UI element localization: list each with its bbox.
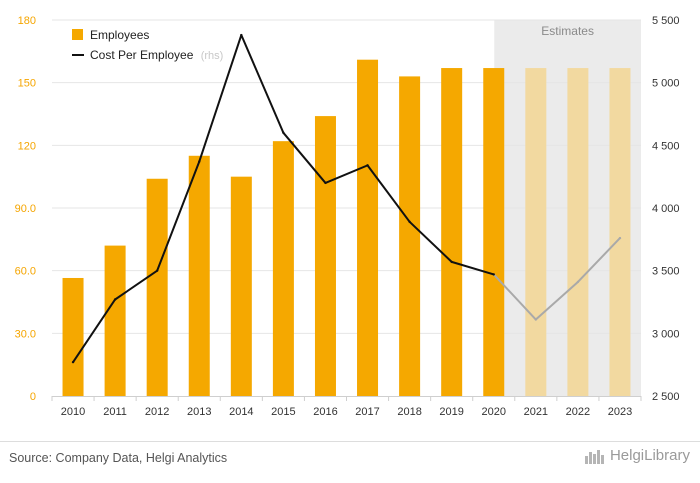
bar-employees-2010 — [62, 277, 84, 396]
legend-cost-note: (rhs) — [201, 50, 224, 62]
left-tick-label: 0 — [30, 391, 36, 403]
left-tick-label: 120 — [18, 140, 36, 152]
legend: Employees Cost Per Employee (rhs) — [72, 28, 223, 62]
right-tick-label: 5 000 — [652, 78, 680, 90]
legend-employees-swatch — [72, 29, 83, 40]
estimates-label: Estimates — [541, 24, 594, 38]
bar-employees-2014 — [230, 176, 252, 396]
bar-employees-2017 — [357, 59, 379, 396]
x-tick-label-2019: 2019 — [439, 406, 463, 418]
point-cost-2023 — [618, 236, 622, 240]
bar-employees-2018 — [399, 76, 421, 397]
brand-name: HelgiLibrary — [609, 447, 690, 464]
right-tick-label: 2 500 — [652, 391, 680, 403]
point-cost-2012 — [155, 269, 159, 272]
bar-employees-2022 — [567, 68, 589, 397]
line-cost-estimates — [493, 237, 621, 321]
point-cost-2021 — [534, 318, 538, 321]
legend-employees-label: Employees — [90, 28, 149, 42]
x-tick-label-2022: 2022 — [566, 406, 590, 418]
cost-per-employee-line — [71, 33, 622, 364]
bar-employees-2021 — [525, 68, 547, 397]
x-axis: 2010 2011 2012 2013 2014 2015 2016 2017 2018 2019… — [51, 396, 642, 418]
bar-employees-2013 — [188, 155, 210, 396]
right-tick-label: 4 500 — [652, 140, 680, 152]
bar-employees-2012 — [146, 178, 168, 396]
bar-employees-2023 — [609, 68, 631, 397]
point-cost-2016 — [324, 181, 327, 185]
point-cost-2020 — [492, 273, 495, 276]
helgi-library-icon — [584, 449, 604, 464]
right-tick-label: 3 000 — [652, 328, 680, 340]
left-tick-label: 30.0 — [15, 328, 36, 340]
bar-employees-2011 — [104, 245, 126, 396]
point-cost-2010 — [71, 360, 75, 364]
bar-employees-2020 — [483, 68, 505, 397]
employees-bars — [62, 59, 631, 397]
point-cost-2013 — [198, 160, 201, 163]
x-tick-label-2012: 2012 — [145, 406, 169, 418]
left-tick-label: 60.0 — [15, 266, 36, 278]
source-note: Source: Company Data, Helgi Analytics — [9, 451, 228, 465]
x-tick-label-2015: 2015 — [271, 406, 295, 418]
x-tick-label-2010: 2010 — [61, 406, 85, 418]
x-tick-label-2014: 2014 — [229, 406, 253, 418]
bar-employees-2019 — [441, 68, 463, 397]
x-tick-label-2023: 2023 — [608, 406, 632, 418]
x-tick-label-2016: 2016 — [313, 406, 337, 418]
x-tick-label-2013: 2013 — [187, 406, 211, 418]
brand-logo: HelgiLibrary — [584, 447, 690, 464]
legend-cost-label: Cost Per Employee — [90, 48, 194, 62]
left-tick-label: 150 — [18, 78, 36, 90]
point-cost-2017 — [366, 164, 369, 167]
point-cost-2019 — [450, 260, 453, 264]
point-cost-2022 — [576, 280, 580, 284]
x-tick-label-2021: 2021 — [524, 406, 548, 418]
right-tick-label: 3 500 — [652, 266, 680, 278]
bar-employees-2016 — [314, 116, 336, 396]
x-tick-label-2017: 2017 — [355, 406, 379, 418]
left-tick-label: 180 — [18, 15, 36, 27]
left-axis: 0 30.0 60.0 90.0 120 150 180 — [15, 15, 36, 403]
bar-employees-2015 — [272, 141, 294, 396]
x-tick-label-2018: 2018 — [397, 406, 421, 418]
footer-divider — [0, 441, 700, 442]
point-cost-2014 — [240, 33, 243, 37]
point-cost-2015 — [282, 131, 285, 134]
right-tick-label: 4 000 — [652, 203, 680, 215]
point-cost-2011 — [113, 298, 117, 301]
left-tick-label: 90.0 — [15, 203, 36, 215]
right-axis: 2 500 3 000 3 500 4 000 4 500 5 000 5 500 — [652, 15, 680, 403]
right-tick-label: 5 500 — [652, 15, 680, 27]
svg-text:Cost Per Employee (rhs): Cost Per Employee (rhs) — [90, 48, 223, 62]
x-tick-label-2020: 2020 — [482, 406, 506, 418]
chart: Estimates 0 30.0 60.0 90.0 120 150 180 2 500 3 … — [15, 15, 680, 418]
point-cost-2018 — [408, 220, 411, 223]
x-tick-label-2011: 2011 — [103, 406, 127, 418]
